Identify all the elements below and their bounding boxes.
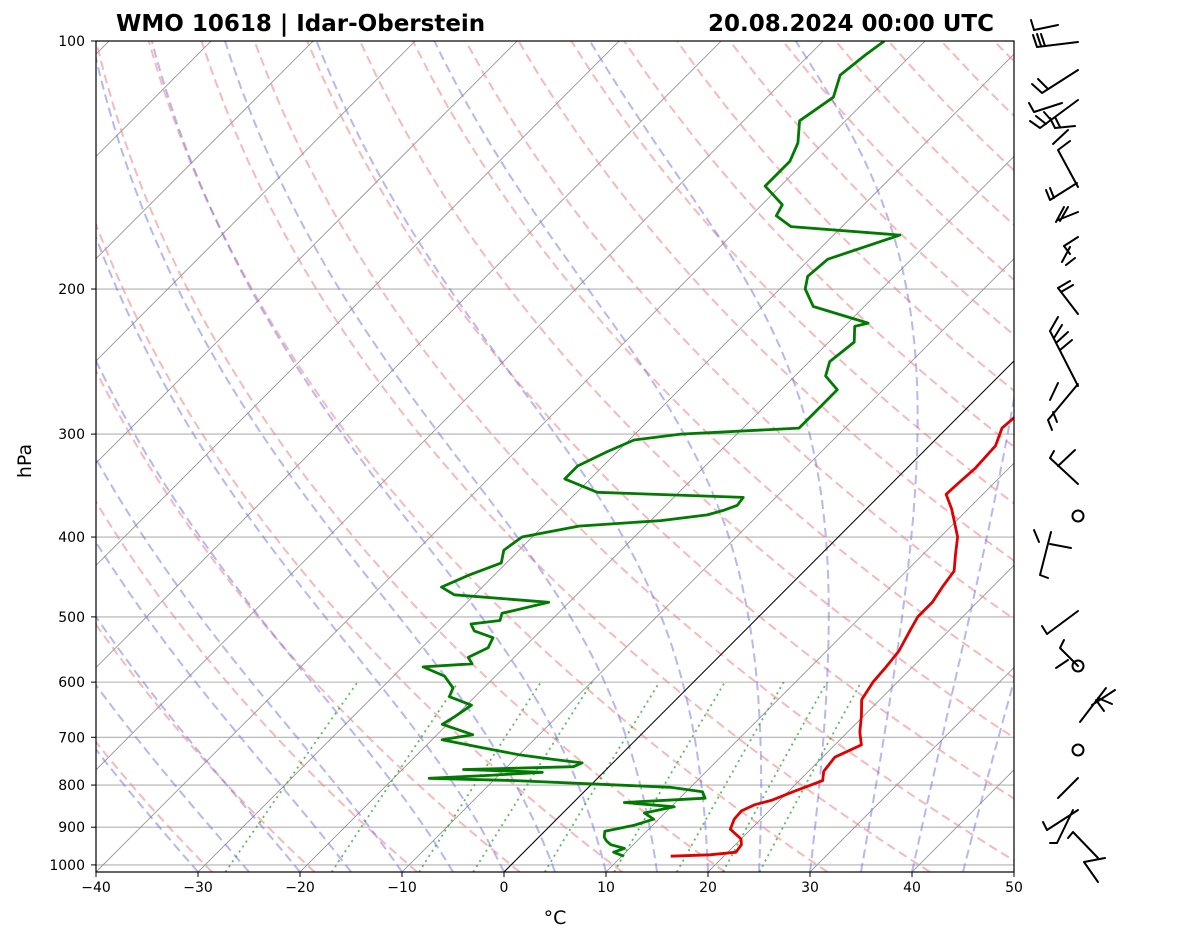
mixing-ratio-line: [224, 681, 359, 872]
y-tick-label: 700: [58, 730, 85, 746]
dry-adiabat-line: [96, 41, 726, 872]
isotherm-line: [299, 155, 1014, 872]
moist-adiabat-line: [96, 456, 403, 872]
mixing-ratio-line: [418, 681, 542, 872]
isotherm-line: [96, 41, 314, 260]
plot-frame: [95, 40, 1015, 873]
x-tick-label: 50: [1005, 880, 1023, 896]
moist-adiabat-line: [433, 41, 763, 872]
isotherm-line: [96, 41, 518, 464]
moist-adiabat-line: [96, 615, 301, 872]
x-tick-label: 40: [903, 880, 921, 896]
dry-adiabat-line: [517, 41, 1014, 563]
moist-adiabat-line: [96, 683, 250, 872]
dry-adiabat-line: [887, 41, 1014, 172]
moist-adiabat-line: [96, 540, 352, 872]
reference-lines: [0, 41, 1014, 872]
x-axis-label: °C: [544, 907, 567, 929]
isotherm-line: [96, 41, 416, 362]
y-tick-label: 600: [58, 675, 85, 691]
x-tick-label: −20: [285, 880, 315, 896]
moist-adiabat-line: [315, 41, 709, 872]
dry-adiabat-line: [570, 41, 1014, 505]
dry-adiabat-line: [200, 41, 931, 872]
x-tick-label: −40: [81, 880, 111, 896]
isotherm-line: [809, 666, 1014, 872]
x-tick-label: 0: [500, 880, 509, 896]
moist-adiabat-line: [96, 358, 454, 872]
x-tick-label: −10: [387, 880, 417, 896]
x-tick-label: −30: [183, 880, 213, 896]
dry-adiabat-line: [147, 41, 829, 872]
dry-adiabat-line: [729, 41, 1014, 337]
axis-ticks: −40 −30 −20 −10 0 10 20 30 40 50 1000 900 800 700 600 5…: [49, 34, 1023, 896]
zero-isotherm-line: [503, 360, 1014, 872]
dry-adiabat-line: [464, 41, 1014, 621]
y-axis-label: hPa: [14, 444, 36, 478]
dry-adiabat-line: [412, 41, 1014, 680]
profile-lines: [421, 41, 1014, 858]
dry-adiabat-line: [253, 41, 1014, 862]
temperature-line: [670, 415, 1014, 858]
y-tick-label: 500: [58, 610, 85, 626]
x-tick-label: 20: [699, 880, 717, 896]
dry-adiabat-line: [96, 368, 521, 872]
chart-title-station: WMO 10618 | Idar-Oberstein: [116, 11, 485, 37]
isotherm-line: [605, 462, 1014, 872]
chart-title-datetime: 20.08.2024 00:00 UTC: [708, 11, 994, 37]
moist-adiabat-line: [589, 41, 830, 872]
isotherm-line: [401, 258, 1014, 872]
moist-adiabat-line: [96, 234, 505, 872]
isotherm-line: [707, 564, 1014, 872]
y-tick-label: 1000: [49, 858, 85, 874]
dewpoint-line: [421, 41, 902, 858]
moist-adiabat-line: [96, 53, 556, 872]
moist-adiabat-line: [794, 41, 919, 872]
dry-adiabat-line: [96, 622, 316, 872]
mixing-ratio-line: [472, 681, 593, 872]
moist-adiabat-line: [911, 392, 1014, 872]
isotherm-line: [96, 41, 926, 872]
isotherm-line: [1013, 871, 1014, 872]
mixing-ratio-line: [613, 681, 726, 872]
isotherm-line: [96, 41, 824, 771]
dry-adiabat-line: [306, 41, 1014, 800]
y-tick-label: 300: [58, 427, 85, 443]
dry-adiabat-line: [676, 41, 1014, 392]
y-tick-label: 800: [58, 778, 85, 794]
moist-adiabat-line: [150, 41, 607, 872]
dry-adiabat-line: [940, 41, 1014, 118]
mixing-ratio-line: [330, 681, 460, 872]
y-tick-label: 100: [58, 34, 85, 50]
isotherm-line: [96, 41, 722, 669]
mixing-ratio-line: [722, 681, 828, 872]
moist-adiabat-line: [962, 677, 1014, 872]
y-tick-label: 200: [58, 282, 85, 298]
dry-adiabat-line: [96, 500, 418, 872]
mixing-ratio-line: [544, 681, 661, 872]
moist-adiabat-line: [96, 747, 199, 872]
x-tick-label: 10: [597, 880, 615, 896]
y-tick-label: 400: [58, 530, 85, 546]
isotherm-line: [197, 53, 1014, 872]
wind-barbs: [1028, 19, 1116, 883]
dry-adiabat-line: [359, 41, 1014, 739]
mixing-ratio-line: [676, 681, 785, 872]
isotherm-line: [0, 41, 7, 872]
isotherm-line: [96, 41, 620, 566]
dry-adiabat-line: [96, 221, 623, 872]
y-tick-label: 900: [58, 820, 85, 836]
x-tick-label: 30: [801, 880, 819, 896]
dry-adiabat-line: [623, 41, 1014, 448]
dry-adiabat-line: [993, 41, 1014, 63]
